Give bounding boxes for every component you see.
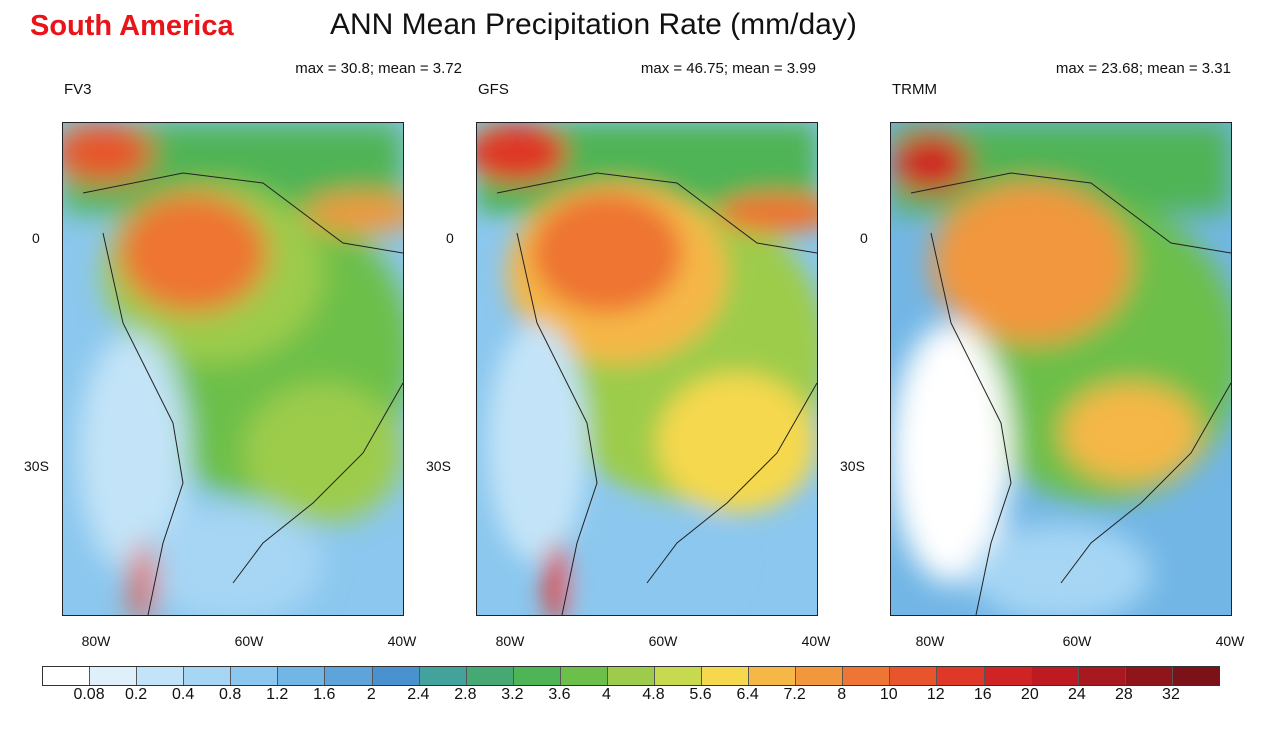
colorbar-segment — [466, 667, 514, 685]
colorbar-label: 5.6 — [689, 686, 712, 703]
colorbar-label: 1.2 — [266, 686, 289, 703]
colorbar-segment — [655, 667, 703, 685]
colorbar-label: 2 — [366, 686, 376, 703]
colorbar-segment — [607, 667, 656, 685]
colorbar-segment — [325, 667, 373, 685]
colorbar-label: 7.2 — [783, 686, 806, 703]
lon-tick: 60W — [648, 633, 678, 649]
panel-name: FV3 — [64, 81, 92, 98]
colorbar-segment — [1172, 667, 1219, 685]
panel-stats: max = 46.75; mean = 3.99 — [640, 60, 816, 77]
lat-tick: 0 — [32, 230, 40, 246]
map-panel-trmm: max = 23.68; mean = 3.31 TRMM 0 30S 80W … — [840, 58, 1244, 658]
lon-tick: 80W — [915, 633, 945, 649]
panel-stats: max = 23.68; mean = 3.31 — [1055, 60, 1231, 77]
precip-map — [62, 122, 404, 616]
panel-name: GFS — [478, 81, 509, 98]
lat-tick: 30S — [24, 458, 49, 474]
colorbar-segment — [1078, 667, 1126, 685]
colorbar-segment — [843, 667, 891, 685]
colorbar-segment — [137, 667, 185, 685]
panel-name: TRMM — [892, 81, 937, 98]
map-panel-fv3: max = 30.8; mean = 3.72 FV3 — [24, 58, 462, 658]
precip-map — [476, 122, 818, 616]
colorbar-segment — [796, 667, 844, 685]
colorbar-label: 10 — [879, 686, 898, 703]
colorbar-segment — [513, 667, 561, 685]
colorbar-label: 4 — [602, 686, 611, 703]
lon-tick: 80W — [495, 633, 525, 649]
region-title: South America — [30, 10, 234, 42]
colorbar-label: 2.4 — [407, 686, 430, 703]
colorbar-segment — [702, 667, 750, 685]
colorbar-label: 0.08 — [73, 686, 105, 703]
colorbar-segment — [984, 667, 1032, 685]
colorbar-segment — [231, 667, 279, 685]
colorbar-segment — [43, 667, 91, 685]
lat-tick: 0 — [446, 230, 454, 246]
lon-tick: 80W — [81, 633, 111, 649]
colorbar-label: 8 — [837, 686, 847, 703]
colorbar-segment — [937, 667, 985, 685]
map-panel-gfs: max = 46.75; mean = 3.99 GFS — [426, 58, 876, 658]
lat-tick: 30S — [426, 458, 451, 474]
precip-map-graphic — [477, 123, 817, 615]
precip-map — [890, 122, 1232, 616]
lon-tick: 40W — [801, 633, 831, 649]
colorbar-segment — [90, 667, 138, 685]
colorbar-label: 16 — [973, 686, 992, 703]
colorbar-label: 3.2 — [501, 686, 524, 703]
colorbar-segment — [1031, 667, 1079, 685]
colorbar-segment — [560, 667, 608, 685]
lon-tick: 60W — [234, 633, 264, 649]
colorbar-segment — [749, 667, 797, 685]
colorbar-label: 28 — [1115, 686, 1133, 703]
colorbar-label: 20 — [1020, 686, 1039, 703]
lon-tick: 60W — [1062, 633, 1092, 649]
colorbar-label: 0.2 — [124, 686, 148, 703]
colorbar-label: 1.6 — [313, 686, 336, 703]
precip-map-graphic — [891, 123, 1231, 615]
colorbar-label: 32 — [1162, 686, 1180, 703]
colorbar-label: 4.8 — [642, 686, 665, 703]
colorbar-segment — [1125, 667, 1173, 685]
colorbar-label: 12 — [926, 686, 945, 703]
colorbar-label: 6.4 — [736, 686, 759, 703]
panel-stats: max = 30.8; mean = 3.72 — [295, 60, 462, 77]
colorbar-label: 24 — [1067, 686, 1086, 703]
lon-tick: 40W — [1215, 633, 1245, 649]
colorbar — [42, 666, 1220, 686]
lat-tick: 30S — [840, 458, 865, 474]
lon-tick: 40W — [387, 633, 417, 649]
precip-map-graphic — [63, 123, 403, 615]
colorbar-label: 0.4 — [171, 686, 195, 703]
colorbar-label: 2.8 — [454, 686, 477, 703]
colorbar-segment — [278, 667, 326, 685]
colorbar-segment — [890, 667, 938, 685]
colorbar-label: 3.6 — [548, 686, 571, 703]
colorbar-segment — [419, 667, 467, 685]
lat-tick: 0 — [860, 230, 868, 246]
colorbar-segment — [184, 667, 232, 685]
colorbar-label: 0.8 — [219, 686, 242, 703]
colorbar-segment — [372, 667, 420, 685]
figure-title: ANN Mean Precipitation Rate (mm/day) — [330, 8, 857, 41]
